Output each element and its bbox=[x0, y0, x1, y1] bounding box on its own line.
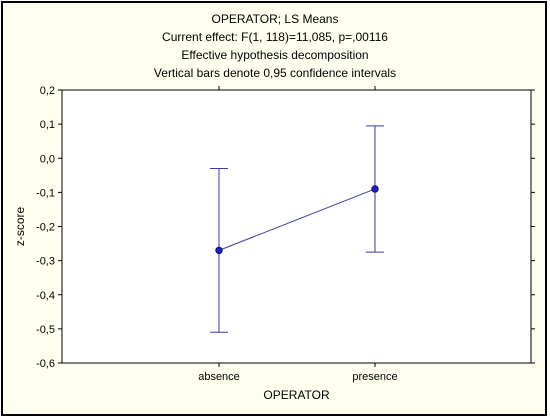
y-tick-label: -0,6 bbox=[36, 358, 55, 370]
series-group bbox=[210, 125, 384, 333]
y-tick-label: -0,2 bbox=[36, 222, 55, 234]
x-tick-label: absence bbox=[198, 371, 240, 383]
y-axis-label: z-score bbox=[13, 207, 27, 247]
y-tick-label: 0,1 bbox=[40, 119, 55, 131]
x-tick-label: presence bbox=[352, 371, 397, 383]
chart-subtitle-decomposition: Effective hypothesis decomposition bbox=[181, 48, 369, 62]
data-point bbox=[371, 185, 379, 193]
y-tick-label: -0,3 bbox=[36, 256, 55, 268]
x-axis-label: OPERATOR bbox=[263, 388, 330, 402]
plot-area bbox=[61, 89, 532, 364]
x-axis-ticks: absence presence bbox=[198, 86, 398, 383]
y-tick-label: -0,1 bbox=[36, 187, 55, 199]
y-tick-label: -0,5 bbox=[36, 324, 55, 336]
y-tick-label: -0,4 bbox=[36, 290, 55, 302]
chart-title: OPERATOR; LS Means bbox=[211, 12, 339, 26]
y-tick-label: 0,0 bbox=[40, 153, 55, 165]
series-line bbox=[218, 188, 376, 251]
chart-subtitle-effect: Current effect: F(1, 118)=11,085, p=,001… bbox=[162, 30, 388, 44]
chart-subtitle-ci-note: Vertical bars denote 0,95 confidence int… bbox=[153, 66, 397, 80]
y-axis-ticks: 0,2 0,1 0,0 -0,1 -0,2 -0,3 -0,4 -0,5 -0,6 bbox=[36, 85, 535, 370]
data-point bbox=[215, 246, 223, 255]
y-tick-label: 0,2 bbox=[40, 85, 55, 97]
